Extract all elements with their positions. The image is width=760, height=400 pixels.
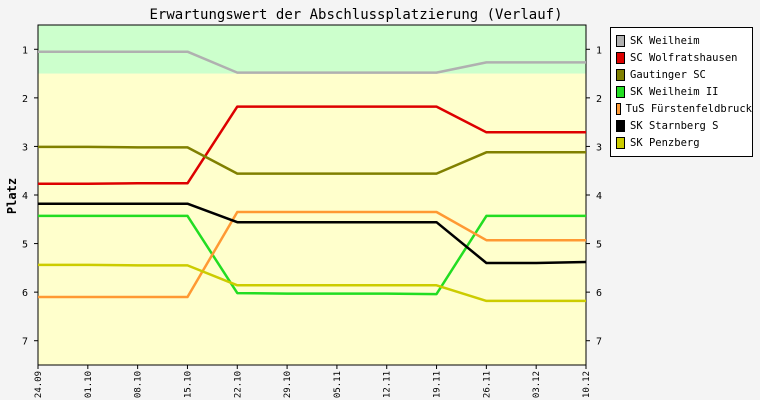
legend-item: SK Penzberg (616, 134, 752, 151)
y-tick-label-right: 1 (596, 45, 602, 56)
x-tick-label: 29.10 (283, 371, 293, 398)
series-line-1 (38, 50, 586, 74)
legend-swatch (616, 34, 625, 47)
legend-swatch (616, 136, 625, 149)
y-tick-label-right: 6 (596, 288, 602, 299)
legend-label: SK Starnberg S (630, 119, 719, 132)
y-tick-label-left: 5 (22, 240, 28, 251)
legend-swatch (616, 119, 625, 132)
series-line-7 (38, 263, 586, 303)
legend-item: SK Weilheim (616, 32, 752, 49)
x-tick-label: 08.10 (134, 371, 144, 398)
legend-label: TuS Fürstenfeldbruck (625, 102, 752, 115)
y-tick-label-left: 2 (22, 94, 28, 105)
series-line-3 (38, 145, 586, 175)
y-tick-label-right: 5 (596, 240, 602, 251)
legend-item: SK Starnberg S (616, 117, 752, 134)
chart-title: Erwartungswert der Abschlussplatzierung … (149, 7, 562, 23)
x-tick-label: 01.10 (84, 371, 94, 398)
x-tick-label: 22.10 (233, 371, 243, 398)
y-tick-label-right: 4 (596, 191, 602, 202)
series-line-4 (38, 214, 586, 296)
x-tick-label: 26.11 (482, 371, 492, 398)
y-tick-label-left: 4 (22, 191, 28, 202)
legend-item: Gautinger SC (616, 66, 752, 83)
y-tick-label-right: 7 (596, 337, 602, 348)
y-tick-label-left: 6 (22, 288, 28, 299)
plot-band-1 (38, 25, 586, 74)
legend-item: SK Weilheim II (616, 83, 752, 100)
series-line-6 (38, 202, 587, 265)
plot-background (38, 25, 586, 366)
y-tick-label-right: 2 (596, 94, 602, 105)
y-tick-label-right: 3 (596, 142, 602, 153)
legend-swatch (616, 102, 621, 115)
legend-swatch (616, 85, 625, 98)
series-line-5 (38, 210, 586, 299)
x-tick-label: 15.10 (183, 371, 193, 398)
legend-label: SC Wolfratshausen (630, 51, 738, 64)
plot-band-2 (38, 73, 586, 366)
x-tick-label: 05.11 (333, 371, 343, 398)
legend-label: SK Penzberg (630, 136, 700, 149)
series-line-2 (38, 105, 586, 186)
y-tick-label-left: 3 (22, 142, 28, 153)
legend-label: Gautinger SC (630, 68, 706, 81)
x-tick-label: 12.11 (383, 371, 393, 398)
legend-item: SC Wolfratshausen (616, 49, 752, 66)
x-tick-label: 10.12 (582, 371, 592, 398)
series-lines (38, 50, 587, 303)
y-tick-label-left: 7 (22, 337, 28, 348)
legend-label: SK Weilheim (630, 34, 700, 47)
chart-legend: SK Weilheim SC Wolfratshausen Gautinger SC… (610, 27, 753, 157)
x-tick-label: 03.12 (532, 371, 542, 398)
x-tick-label: 24.09 (34, 371, 44, 398)
axes: 1 1 2 2 3 3 4 4 5 5 6 6 7 7 24.09 01.10 08.10 15.10 22.10 2… (22, 24, 602, 398)
legend-label: SK Weilheim II (630, 85, 719, 98)
legend-item: TuS Fürstenfeldbruck (616, 100, 752, 117)
y-tick-label-left: 1 (22, 45, 28, 56)
legend-swatch (616, 51, 625, 64)
x-tick-label: 19.11 (433, 371, 443, 398)
y-axis-label: Platz (5, 178, 19, 214)
legend-swatch (616, 68, 625, 81)
